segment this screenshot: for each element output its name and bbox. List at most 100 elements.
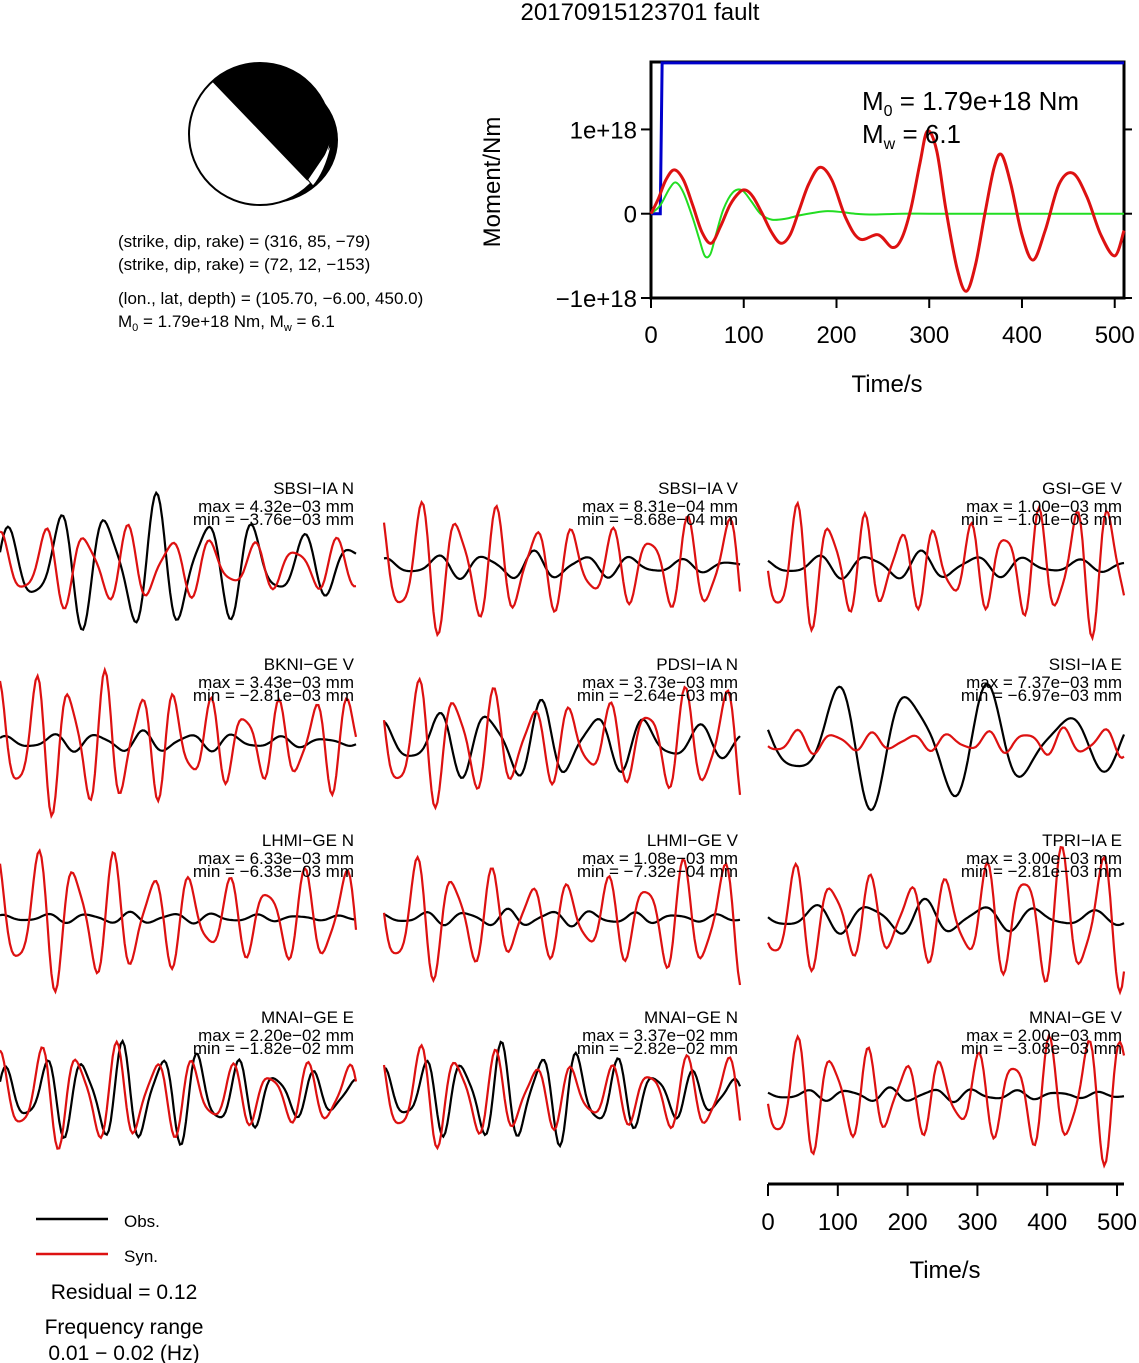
- station-max: max = 3.73e−03 mm: [582, 673, 738, 692]
- station-min: min = −2.82e−02 mm: [577, 1039, 738, 1058]
- frequency-range-value: 0.01 − 0.02 (Hz): [48, 1342, 199, 1363]
- waveform-x-tick-label: 100: [818, 1209, 858, 1236]
- station-min: min = −2.64e−03 mm: [577, 686, 738, 705]
- source-location: (lon., lat, depth) = (105.70, −6.00, 450…: [118, 289, 423, 308]
- figure-title: 20170915123701 fault: [521, 0, 760, 26]
- synthetic-trace: [766, 500, 1126, 642]
- station-min: min = −6.97e−03 mm: [961, 686, 1122, 705]
- station-max: max = 3.43e−03 mm: [198, 673, 354, 692]
- moment-y-axis-label: Moment/Nm: [479, 117, 506, 248]
- synthetic-trace: [767, 726, 1125, 760]
- station-max: max = 2.00e−03 mm: [966, 1026, 1122, 1045]
- moment-x-axis-label: Time/s: [851, 371, 922, 398]
- synthetic-trace: [766, 845, 1126, 996]
- synthetic-trace: [766, 1033, 1126, 1169]
- observed-trace: [0, 910, 357, 925]
- station-name: LHMI−GE V: [647, 831, 739, 850]
- moment-y-tick-label: −1e+18: [556, 286, 637, 313]
- observed-trace: [767, 897, 1125, 935]
- synthetic-trace: [382, 676, 742, 811]
- station-min: min = −2.81e−03 mm: [193, 686, 354, 705]
- legend: Obs. Syn. Residual = 0.12 Frequency rang…: [36, 1212, 203, 1363]
- moment-x-tick-label: 200: [816, 322, 856, 349]
- station-min: min = −3.76e−03 mm: [193, 510, 354, 529]
- waveform-x-tick-label: 0: [761, 1209, 774, 1236]
- observed-trace: [383, 1040, 742, 1149]
- station-max: max = 3.37e−02 mm: [582, 1026, 738, 1045]
- observed-trace: [767, 1086, 1125, 1104]
- moment-x-tick-label: 500: [1095, 322, 1135, 349]
- residual-label: Residual = 0.12: [51, 1281, 198, 1304]
- station-min: min = −1.82e−02 mm: [193, 1039, 354, 1058]
- station-min: min = −1.01e−03 mm: [961, 510, 1122, 529]
- station-name: SBSI−IA V: [658, 479, 739, 498]
- station-name: MNAI−GE V: [1029, 1008, 1123, 1027]
- legend-obs-label: Obs.: [124, 1212, 160, 1231]
- moment-x-tick-label: 0: [644, 322, 657, 349]
- waveform-x-tick-label: 500: [1097, 1209, 1137, 1236]
- waveform-x-axis-label: Time/s: [909, 1257, 980, 1284]
- observed-trace: [0, 1038, 357, 1146]
- moment-y-tick-label: 0: [624, 202, 637, 229]
- waveform-x-axis: 0 100 200 300 400 500 Time/s: [761, 1182, 1137, 1284]
- observed-trace: [383, 907, 741, 928]
- station-min: min = −2.81e−03 mm: [961, 862, 1122, 881]
- moment-y-tick-label: 1e+18: [570, 117, 637, 144]
- station-name: MNAI−GE E: [261, 1008, 354, 1027]
- moment-mw-label: Mw = 6.1: [862, 119, 961, 153]
- station-min: min = −7.32e−04 mm: [577, 862, 738, 881]
- moment-x-tick-label: 400: [1002, 322, 1042, 349]
- station-min: min = −8.68e−04 mm: [577, 510, 738, 529]
- waveform-x-tick-label: 400: [1027, 1209, 1067, 1236]
- cumulative-moment-line: [651, 61, 1124, 216]
- station-max: max = 8.31e−04 mm: [582, 497, 738, 516]
- station-min: min = −6.33e−03 mm: [193, 862, 354, 881]
- station-name: BKNI−GE V: [264, 655, 355, 674]
- moment-summary: M0 = 1.79e+18 Nm, Mw = 6.1: [118, 312, 335, 334]
- moment-y-axis: −1e+18 0 1e+18: [556, 117, 1132, 313]
- frequency-range-title: Frequency range: [45, 1316, 204, 1339]
- station-name: PDSI−IA N: [656, 655, 738, 674]
- observed-trace: [383, 698, 741, 779]
- moment-x-tick-label: 100: [724, 322, 764, 349]
- station-max: max = 1.08e−03 mm: [582, 849, 738, 868]
- waveform-x-tick-label: 200: [888, 1209, 928, 1236]
- nodal-plane-2: (strike, dip, rake) = (72, 12, −153): [118, 255, 370, 274]
- station-min: min = −3.08e−03 mm: [961, 1039, 1122, 1058]
- synthetic-trace: [0, 523, 357, 610]
- station-max: max = 1.00e−03 mm: [966, 497, 1122, 516]
- moment-x-tick-label: 300: [909, 322, 949, 349]
- station-name: SISI−IA E: [1049, 655, 1122, 674]
- synthetic-trace: [0, 666, 358, 819]
- observed-trace: [766, 682, 1126, 812]
- station-max: max = 2.20e−02 mm: [198, 1026, 354, 1045]
- nodal-plane-1: (strike, dip, rake) = (316, 85, −79): [118, 232, 370, 251]
- moment-rate-red-line: [649, 129, 1126, 293]
- synthetic-trace: [0, 1039, 358, 1150]
- station-max: max = 4.32e−03 mm: [198, 497, 354, 516]
- station-name: GSI−GE V: [1042, 479, 1122, 498]
- waveform-x-tick-label: 300: [957, 1209, 997, 1236]
- station-max: max = 6.33e−03 mm: [198, 849, 354, 868]
- station-max: max = 7.37e−03 mm: [966, 673, 1122, 692]
- station-max: max = 3.00e−03 mm: [966, 849, 1122, 868]
- synthetic-trace: [0, 848, 358, 995]
- moment-function-panel: −1e+18 0 1e+18 0 100 200 300 400 500 M0 = 1.79e…: [479, 60, 1135, 398]
- synthetic-trace: [382, 499, 742, 638]
- station-name: MNAI−GE N: [644, 1008, 738, 1027]
- moment-m0-label: M0 = 1.79e+18 Nm: [862, 86, 1079, 120]
